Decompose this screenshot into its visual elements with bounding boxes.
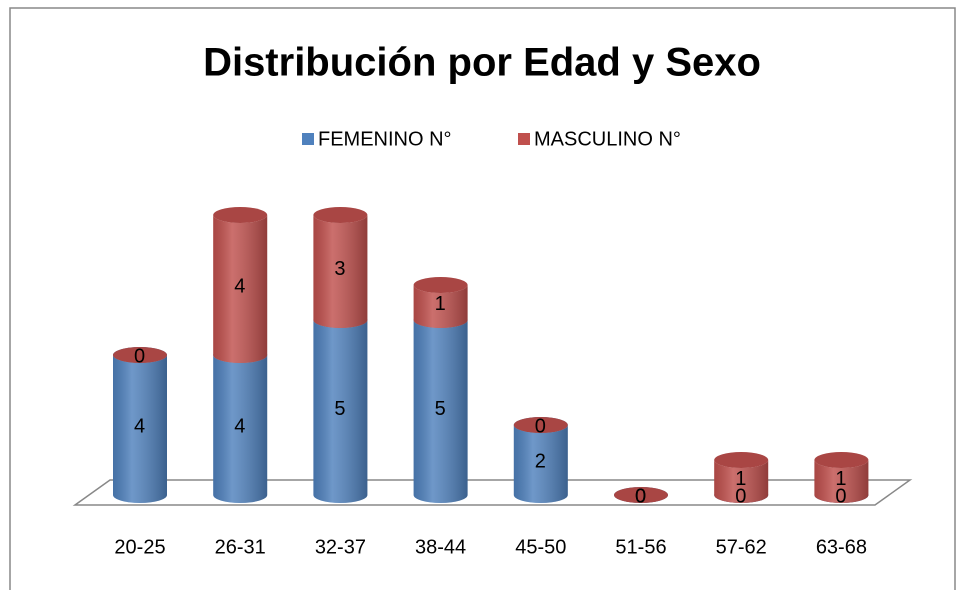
cylinder-segment [714, 452, 769, 503]
segment-shade [413, 285, 468, 328]
x-tick-label: 63-68 [816, 536, 867, 558]
data-label: 1 [835, 468, 846, 490]
cylinder-segment [213, 207, 268, 363]
segment-shade [513, 425, 568, 503]
chart-frame [9, 7, 956, 590]
segment-shade [113, 355, 167, 503]
segment-cap [413, 277, 468, 293]
data-label: 5 [334, 398, 345, 420]
x-tick-label: 20-25 [114, 536, 165, 558]
data-label: 0 [735, 485, 746, 507]
segment-shade [313, 320, 368, 503]
segment-cap [814, 452, 869, 468]
segment-shade [213, 215, 268, 363]
segment-shade [213, 355, 268, 503]
legend-label: MASCULINO N° [534, 128, 681, 150]
floor [72, 479, 913, 506]
data-label: 1 [435, 293, 446, 315]
x-tick-label: 32-37 [315, 536, 366, 558]
data-label: 3 [334, 258, 345, 280]
segment-cap [614, 487, 668, 503]
legend-swatch [302, 133, 314, 145]
x-tick-label: 26-31 [215, 536, 266, 558]
legend-label: FEMENINO N° [318, 128, 452, 150]
data-label: 2 [535, 450, 546, 472]
segment-cap [213, 207, 268, 223]
segment-shade [714, 460, 769, 503]
segment-shade [313, 215, 368, 328]
cylinder-segment [113, 347, 167, 363]
cylinder-segment [413, 312, 468, 503]
x-tick-label: 45-50 [515, 536, 566, 558]
cylinder-segment [513, 417, 568, 433]
data-label: 0 [635, 485, 646, 507]
cylinder-segment [614, 487, 668, 503]
cylinder-segment [413, 277, 468, 328]
cylinder-segment [814, 452, 869, 503]
cylinder-segment [313, 207, 368, 328]
segment-shade [413, 320, 468, 503]
legend-swatch [518, 133, 530, 145]
segment-shade [814, 460, 869, 503]
data-label: 0 [134, 345, 145, 367]
data-label: 4 [234, 275, 245, 297]
x-tick-label: 57-62 [716, 536, 767, 558]
data-label: 4 [234, 415, 245, 437]
segment-cap [113, 347, 167, 363]
data-label: 5 [435, 398, 446, 420]
x-tick-label: 38-44 [415, 536, 466, 558]
data-label: 0 [635, 485, 646, 507]
segment-cap [313, 207, 368, 223]
segment-cap [513, 417, 568, 433]
x-tick-label: 51-56 [615, 536, 666, 558]
data-label: 1 [735, 468, 746, 490]
chart-title: Distribución por Edad y Sexo [203, 41, 761, 85]
data-label: 4 [134, 415, 145, 437]
data-label: 0 [535, 415, 546, 437]
segment-cap [714, 452, 769, 468]
data-label: 0 [835, 485, 846, 507]
